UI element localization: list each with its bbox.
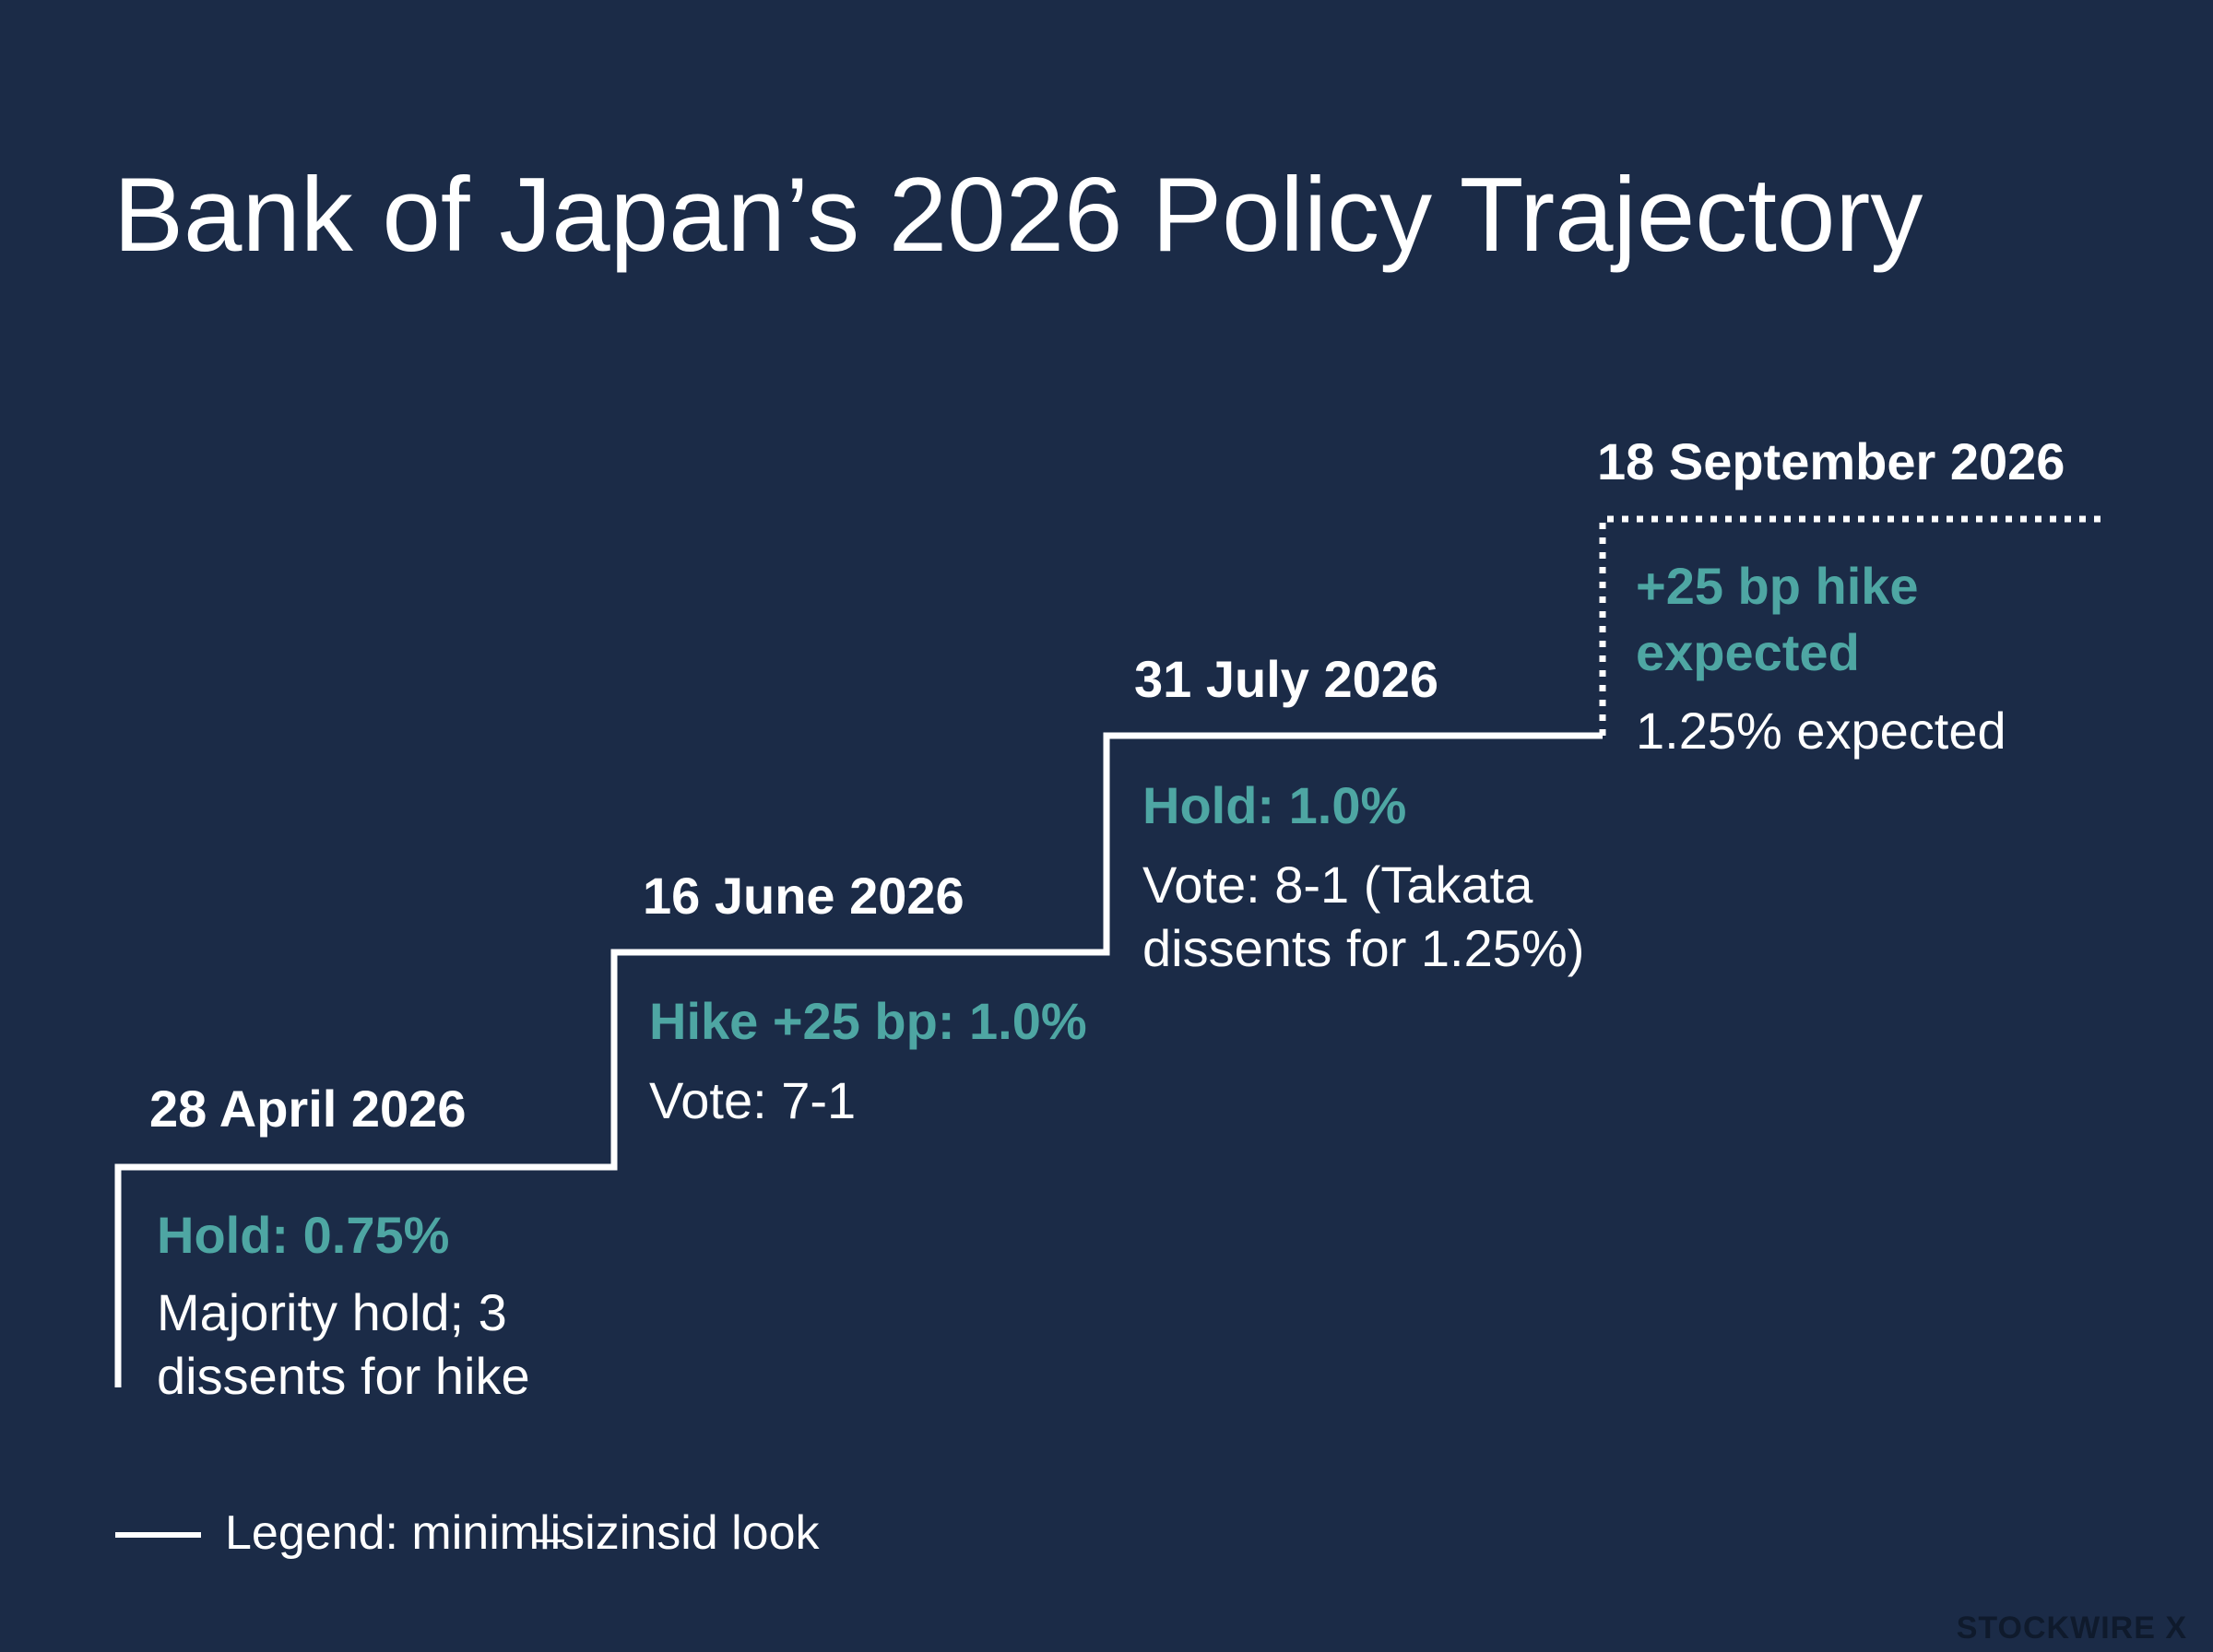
step-note-april: Majority hold; 3 dissents for hike xyxy=(157,1283,530,1406)
step-date-july: 31 July 2026 xyxy=(1134,650,1439,708)
step-note-september: 1.25% expected xyxy=(1636,702,2006,760)
expected-path xyxy=(1599,515,2101,736)
step-date-june: 16 June 2026 xyxy=(643,867,964,925)
legend-text: Legend: miniml̶isizinsid look xyxy=(225,1506,820,1560)
step-date-april: 28 April 2026 xyxy=(149,1080,467,1138)
step-headline-july: Hold: 1.0% xyxy=(1142,776,1407,834)
legend-line-swatch xyxy=(115,1532,201,1538)
page-title: Bank of Japan’s 2026 Policy Trajectory xyxy=(113,157,1923,274)
step-note-june: Vote: 7-1 xyxy=(649,1071,857,1129)
step-headline-september: +25 bp hike expected xyxy=(1636,557,1919,681)
step-date-september: 18 September 2026 xyxy=(1597,432,2065,490)
step-headline-june: Hike +25 bp: 1.0% xyxy=(649,992,1087,1050)
step-headline-april: Hold: 0.75% xyxy=(157,1206,450,1264)
actual-path xyxy=(114,732,1603,1387)
brand-watermark: STOCKWIRE X xyxy=(1956,1611,2187,1646)
step-note-july: Vote: 8-1 (Takata dissents for 1.25%) xyxy=(1142,856,1585,978)
